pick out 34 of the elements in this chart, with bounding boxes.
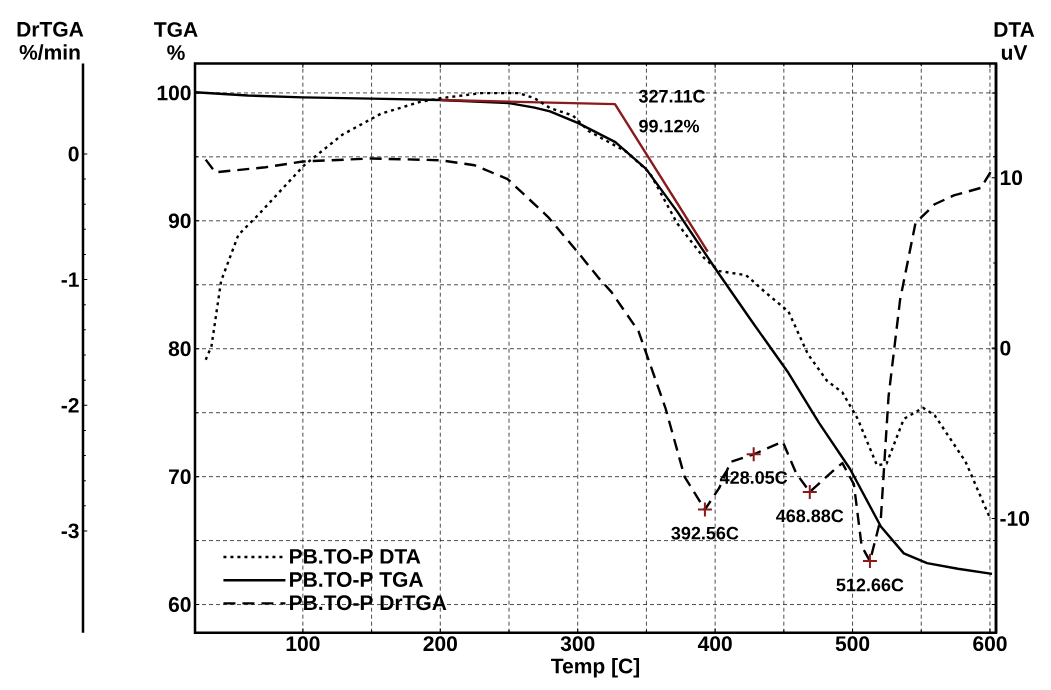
y-tick-label: 70 — [169, 469, 191, 485]
annotation: 392.56C — [671, 526, 739, 540]
point — [801, 483, 818, 500]
annotation: 99.12% — [639, 119, 700, 133]
x-tick-label: 600 — [973, 636, 1007, 652]
y-tick-label: 90 — [168, 213, 191, 229]
x-tick-label: 200 — [423, 636, 457, 652]
legend-label: PB.TO-P DrTGA — [290, 595, 447, 611]
y3-tick-label: -3 — [61, 523, 79, 539]
annotation: 327.11C — [638, 89, 706, 103]
y-tick-label: 100 — [157, 85, 191, 101]
y2-axis-title: DTA uV — [994, 22, 1035, 60]
x-tick-label: 100 — [286, 636, 320, 652]
x-tick-label: 500 — [835, 636, 870, 652]
y-axis-title: TGA % — [154, 22, 198, 60]
y3-tick-label: -1 — [61, 272, 79, 287]
y2-tick-label: 10 — [1000, 170, 1023, 186]
y2-tick-label: -10 — [1000, 511, 1030, 526]
legend-label: PB.TO-P TGA — [290, 572, 424, 587]
annotation: 512.66C — [836, 578, 904, 592]
x-tick-label: 300 — [560, 636, 595, 652]
y3-tick-label: 0 — [68, 146, 79, 162]
y3-axis-title: DrTGA %/min — [17, 21, 84, 60]
point — [745, 446, 762, 463]
legend-label: PB.TO-P DTA — [290, 548, 421, 564]
point — [861, 553, 878, 570]
annotation: 468.88C — [776, 509, 844, 523]
x-tick-label: 400 — [697, 636, 732, 652]
point — [696, 501, 713, 518]
y-tick-label: 60 — [168, 597, 191, 612]
y3-tick-label: -2 — [61, 397, 79, 413]
y-tick-label: 80 — [168, 341, 191, 357]
y2-tick-label: 0 — [1000, 340, 1011, 356]
x-axis-title: Temp [C] — [551, 658, 640, 678]
